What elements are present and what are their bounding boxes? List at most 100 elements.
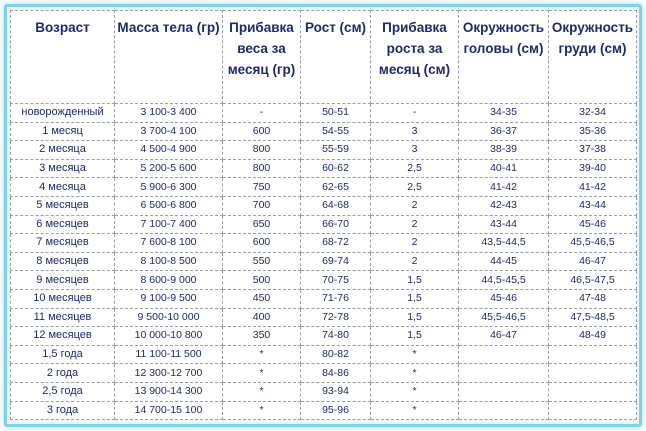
- cell-weight-gain: 800: [222, 158, 301, 179]
- table-row: 7 месяцев 7 600-8 100 600 68-72 2 43,5-44,5 45…: [10, 233, 637, 253]
- cell-weight-gain: 700: [222, 195, 301, 216]
- cell-weight-gain: 750: [222, 177, 301, 197]
- cell-height-gain: 2: [370, 251, 459, 272]
- cell-height-gain: -: [370, 103, 459, 123]
- table-row: 3 месяца 5 200-5 600 800 60-62 2,5 40-41 39-40: [10, 158, 637, 179]
- cell-height-gain: 2,5: [370, 158, 459, 179]
- header-body-mass: Масса тела (гр): [114, 10, 223, 104]
- cell-weight-gain: 650: [222, 214, 301, 235]
- cell-chest-circumference: [548, 400, 637, 421]
- header-weight-gain: Прибавка веса за месяц (гр): [222, 10, 301, 104]
- cell-height-gain: *: [370, 381, 459, 402]
- cell-chest-circumference: 43-44: [548, 195, 637, 216]
- cell-height: 72-78: [300, 307, 371, 328]
- cell-weight-gain: *: [222, 363, 301, 383]
- cell-height-gain: *: [370, 400, 459, 421]
- cell-head-circumference: 44,5-45,5: [458, 270, 549, 290]
- table-row: 3 года 14 700-15 100 * 95-96 *: [10, 400, 637, 421]
- cell-height: 84-86: [300, 363, 371, 383]
- cell-height: 50-51: [300, 103, 371, 123]
- table-row: 9 месяцев 8 600-9 000 500 70-75 1,5 44,5-45,5…: [10, 270, 637, 290]
- growth-table: Возраст Масса тела (гр) Прибавка веса за…: [10, 10, 637, 421]
- cell-chest-circumference: 46,5-47,5: [548, 270, 637, 290]
- cell-age: 6 месяцев: [10, 214, 115, 235]
- cell-height: 93-94: [300, 381, 371, 402]
- header-head-circumference: Окружность головы (см): [458, 10, 549, 104]
- cell-height-gain: 3: [370, 121, 459, 142]
- table-body: новорожденный 3 100-3 400-50-51-34-35 32-3…: [10, 103, 637, 421]
- cell-height-gain: 1,5: [370, 307, 459, 328]
- cell-height: 71-76: [300, 288, 371, 309]
- cell-weight-gain: *: [222, 381, 301, 402]
- cell-chest-circumference: [548, 344, 637, 365]
- cell-age: 9 месяцев: [10, 270, 115, 290]
- cell-age: 11 месяцев: [10, 307, 115, 328]
- cell-head-circumference: [458, 344, 549, 365]
- cell-weight-gain: 400: [222, 307, 301, 328]
- header-chest-circumference: Окружность груди (см): [548, 10, 637, 104]
- cell-weight-gain: 800: [222, 140, 301, 160]
- cell-body-mass: 4 500-4 900: [114, 140, 223, 160]
- cell-body-mass: 5 200-5 600: [114, 158, 223, 179]
- cell-weight-gain: *: [222, 400, 301, 421]
- cell-body-mass: 9 100-9 500: [114, 288, 223, 309]
- table-row: 8 месяцев 8 100-8 500 550 69-74 2 44-45 46-47: [10, 251, 637, 272]
- cell-chest-circumference: 35-36: [548, 121, 637, 142]
- cell-head-circumference: 34-35: [458, 103, 549, 123]
- cell-body-mass: 9 500-10 000: [114, 307, 223, 328]
- cell-weight-gain: 600: [222, 233, 301, 253]
- cell-head-circumference: [458, 363, 549, 383]
- table-header-row: Возраст Масса тела (гр) Прибавка веса за…: [10, 10, 637, 104]
- cell-height-gain: *: [370, 363, 459, 383]
- cell-age: 2,5 года: [10, 381, 115, 402]
- cell-chest-circumference: [548, 363, 637, 383]
- table-row: 4 месяца 5 900-6 300 750 62-65 2,5 41-42 41-42: [10, 177, 637, 197]
- cell-chest-circumference: 45-46: [548, 214, 637, 235]
- cell-head-circumference: 44-45: [458, 251, 549, 272]
- cell-height-gain: 1,5: [370, 288, 459, 309]
- cell-weight-gain: 350: [222, 326, 301, 346]
- cell-age: 1 месяц: [10, 121, 115, 142]
- cell-chest-circumference: 47-48: [548, 288, 637, 309]
- cell-head-circumference: 38-39: [458, 140, 549, 160]
- cell-height: 95-96: [300, 400, 371, 421]
- cell-chest-circumference: 41-42: [548, 177, 637, 197]
- cell-weight-gain: -: [222, 103, 301, 123]
- cell-age: 8 месяцев: [10, 251, 115, 272]
- cell-height: 66-70: [300, 214, 371, 235]
- cell-height: 55-59: [300, 140, 371, 160]
- cell-body-mass: 6 500-6 800: [114, 195, 223, 216]
- cell-height: 62-65: [300, 177, 371, 197]
- table-row: 2 года 12 300-12 700 * 84-86 *: [10, 363, 637, 383]
- cell-head-circumference: 45,5-46,5: [458, 307, 549, 328]
- cell-body-mass: 3 100-3 400: [114, 103, 223, 123]
- cell-age: 4 месяца: [10, 177, 115, 197]
- cell-height: 69-74: [300, 251, 371, 272]
- cell-body-mass: 14 700-15 100: [114, 400, 223, 421]
- cell-height: 54-55: [300, 121, 371, 142]
- cell-chest-circumference: 32-34: [548, 103, 637, 123]
- cell-body-mass: 7 100-7 400: [114, 214, 223, 235]
- header-height: Рост (см): [300, 10, 371, 104]
- cell-body-mass: 12 300-12 700: [114, 363, 223, 383]
- cell-body-mass: 5 900-6 300: [114, 177, 223, 197]
- cell-weight-gain: *: [222, 344, 301, 365]
- cell-weight-gain: 550: [222, 251, 301, 272]
- cell-weight-gain: 500: [222, 270, 301, 290]
- cell-height-gain: 2: [370, 195, 459, 216]
- cell-head-circumference: [458, 381, 549, 402]
- cell-head-circumference: 43-44: [458, 214, 549, 235]
- cell-head-circumference: 43,5-44,5: [458, 233, 549, 253]
- cell-body-mass: 10 000-10 800: [114, 326, 223, 346]
- cell-height-gain: 2: [370, 214, 459, 235]
- table-row: 5 месяцев 6 500-6 800 700 64-68 2 42-43 43-44: [10, 195, 637, 216]
- table-row: новорожденный 3 100-3 400-50-51-34-35 32-3…: [10, 103, 637, 123]
- cell-height-gain: 2: [370, 233, 459, 253]
- cell-age: 7 месяцев: [10, 233, 115, 253]
- cell-chest-circumference: 39-40: [548, 158, 637, 179]
- cell-age: 3 года: [10, 400, 115, 421]
- table-row: 6 месяцев 7 100-7 400 650 66-70 2 43-44 45-46: [10, 214, 637, 235]
- cell-chest-circumference: 47,5-48,5: [548, 307, 637, 328]
- cell-height: 64-68: [300, 195, 371, 216]
- cell-chest-circumference: 37-38: [548, 140, 637, 160]
